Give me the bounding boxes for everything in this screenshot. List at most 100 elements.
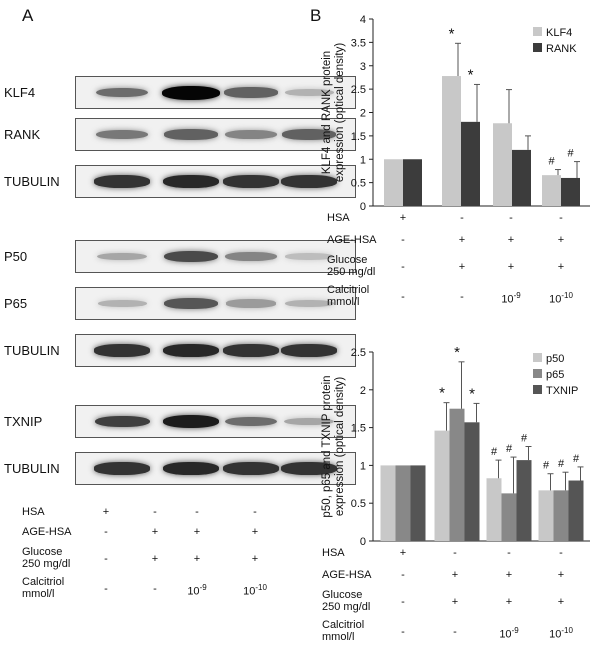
legend-label: RANK <box>546 43 577 55</box>
y-tick-label: 2.5 <box>351 84 366 96</box>
bar-txnip <box>516 460 532 541</box>
legend-swatch <box>533 43 542 52</box>
blot-strip <box>75 452 356 485</box>
bar-rank <box>461 121 480 206</box>
blot-band <box>164 129 218 140</box>
blot-row-label: P50 <box>4 249 28 264</box>
bar-p50 <box>486 478 502 541</box>
blot-band <box>97 299 147 308</box>
blot-band <box>162 462 220 475</box>
condition-cell: - <box>401 596 405 608</box>
legend-label: p65 <box>546 369 564 381</box>
condition-cell: - <box>104 526 108 538</box>
condition-cell: + <box>505 569 513 581</box>
condition-cell: - <box>453 626 457 638</box>
blot-band <box>225 299 277 308</box>
legend-swatch <box>533 27 542 36</box>
legend-swatch <box>533 369 542 378</box>
condition-cell: - <box>401 626 405 638</box>
bar-p65 <box>449 408 465 541</box>
condition-cell: 10-9 <box>499 626 519 641</box>
condition-cell: - <box>401 291 405 303</box>
condition-cell: 10-10 <box>549 626 573 641</box>
blot-row-label: RANK <box>4 127 41 142</box>
blot-band <box>94 462 150 475</box>
blot-strip <box>75 405 356 438</box>
y-tick-label: 3 <box>360 61 366 73</box>
blot-strip <box>75 76 356 109</box>
condition-cell: + <box>507 234 515 246</box>
bar-klf4 <box>542 175 561 206</box>
blot-band <box>94 344 150 357</box>
bar-rank <box>512 149 531 206</box>
blot-band <box>281 175 337 188</box>
condition-cell: + <box>557 569 565 581</box>
condition-cell: 10-10 <box>243 583 267 598</box>
bar-txnip <box>568 480 584 541</box>
condition-cell: - <box>453 547 457 559</box>
blot-band <box>223 175 279 188</box>
blot-strip <box>75 287 356 320</box>
blot-row-label: TUBULIN <box>4 174 60 189</box>
blot-band <box>281 344 337 357</box>
blot-band <box>223 344 279 357</box>
condition-label: HSA <box>327 212 350 224</box>
blot-strip <box>75 165 356 198</box>
condition-cell: - <box>253 506 257 518</box>
condition-cell: - <box>153 506 157 518</box>
condition-cell: 10-10 <box>549 291 573 306</box>
condition-cell: + <box>193 526 201 538</box>
condition-cell: - <box>509 212 513 224</box>
y-tick-label: 2 <box>360 385 366 397</box>
condition-label: Glucose 250 mg/dl <box>327 254 376 278</box>
condition-cell: + <box>193 553 201 565</box>
condition-label: Glucose 250 mg/dl <box>22 546 71 570</box>
bar-p65 <box>501 493 517 541</box>
y-tick-label: 3.5 <box>351 37 366 49</box>
y-tick-label: 4 <box>360 14 366 26</box>
blot-band <box>96 129 148 140</box>
blot-band <box>94 415 150 428</box>
blot-row-label: P65 <box>4 296 28 311</box>
y-tick-label: 0 <box>360 536 366 548</box>
legend-label: p50 <box>546 353 564 365</box>
bar-txnip <box>464 422 480 541</box>
blot-strip <box>75 240 356 273</box>
condition-label: Calcitriol mmol/l <box>322 619 365 643</box>
significance-mark: # <box>573 453 580 465</box>
condition-label: AGE-HSA <box>322 569 372 581</box>
bar-p65 <box>553 490 569 541</box>
y-tick-label: 0 <box>360 201 366 213</box>
blot-band <box>97 252 147 261</box>
y-axis-label: p50, p65 and TXNIP proteinexpression (op… <box>321 375 346 517</box>
blot-band <box>163 250 219 263</box>
condition-cell: + <box>505 596 513 608</box>
chart-c: 0 0.5 1 1.5 2 2.5 p50, p65 and TXNIP proteinex… <box>321 344 590 548</box>
panel-label-a: A <box>22 6 34 25</box>
y-tick-label: 0.5 <box>351 178 366 190</box>
condition-cell: + <box>507 261 515 273</box>
condition-label: AGE-HSA <box>327 234 377 246</box>
blot-band <box>284 253 334 260</box>
bar-p50 <box>380 465 396 541</box>
bar-klf4 <box>493 123 512 206</box>
y-tick-label: 1.5 <box>351 131 366 143</box>
bar-p65 <box>395 465 411 541</box>
blot-band <box>224 416 278 427</box>
legend-swatch <box>533 353 542 362</box>
blot-band <box>281 462 337 475</box>
condition-cell: + <box>151 526 159 538</box>
blot-band <box>162 344 220 357</box>
blot-band <box>284 299 334 308</box>
bar-rank <box>403 159 422 206</box>
y-axis-label: KLF4 and RANK proteinexpression (optical… <box>321 43 346 183</box>
condition-cell: + <box>251 526 259 538</box>
condition-cell: + <box>399 212 407 224</box>
blot-band <box>162 175 220 188</box>
significance-mark: # <box>558 458 565 470</box>
blot-row-label: TUBULIN <box>4 343 60 358</box>
panel-label-b: B <box>310 6 322 25</box>
condition-cell: + <box>557 596 565 608</box>
legend-label: KLF4 <box>546 27 572 39</box>
condition-cell: + <box>251 553 259 565</box>
